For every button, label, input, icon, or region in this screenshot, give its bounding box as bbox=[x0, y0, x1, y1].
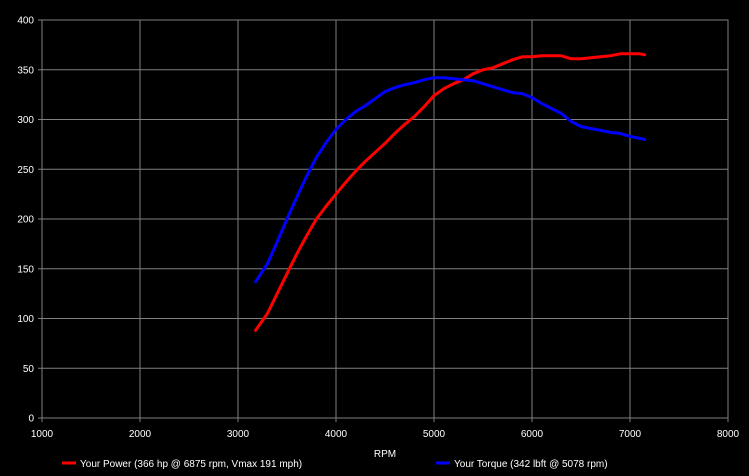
x-tick-label: 4000 bbox=[325, 429, 348, 440]
y-axis-ticks: 0 50 100 150 200 250 300 350 400 bbox=[17, 16, 42, 425]
power-series-line bbox=[254, 52, 647, 332]
y-tick-label: 0 bbox=[28, 414, 34, 425]
legend-label-power: Your Power (366 hp @ 6875 rpm, Vmax 191 … bbox=[80, 459, 302, 470]
y-tick-label: 150 bbox=[17, 264, 34, 275]
y-tick-label: 350 bbox=[17, 65, 34, 76]
y-tick-label: 50 bbox=[23, 364, 35, 375]
x-tick-label: 1000 bbox=[31, 429, 54, 440]
y-tick-label: 200 bbox=[17, 215, 34, 226]
series-layer bbox=[254, 52, 647, 332]
x-tick-label: 8000 bbox=[717, 429, 740, 440]
y-tick-label: 250 bbox=[17, 165, 34, 176]
x-tick-label: 5000 bbox=[423, 429, 446, 440]
y-tick-label: 400 bbox=[17, 16, 34, 27]
x-tick-label: 6000 bbox=[521, 429, 544, 440]
x-axis-ticks: 1000 2000 3000 4000 5000 6000 7000 8000 bbox=[31, 418, 740, 440]
legend-label-torque: Your Torque (342 lbft @ 5078 rpm) bbox=[454, 459, 608, 470]
legend: Your Power (366 hp @ 6875 rpm, Vmax 191 … bbox=[62, 459, 608, 470]
x-tick-label: 7000 bbox=[619, 429, 642, 440]
x-axis-title: RPM bbox=[374, 449, 396, 460]
y-tick-label: 300 bbox=[17, 115, 34, 126]
grid-lines bbox=[41, 19, 729, 419]
x-tick-label: 2000 bbox=[129, 429, 152, 440]
y-tick-label: 100 bbox=[17, 314, 34, 325]
x-tick-label: 3000 bbox=[227, 429, 250, 440]
torque-series-line bbox=[254, 76, 647, 284]
